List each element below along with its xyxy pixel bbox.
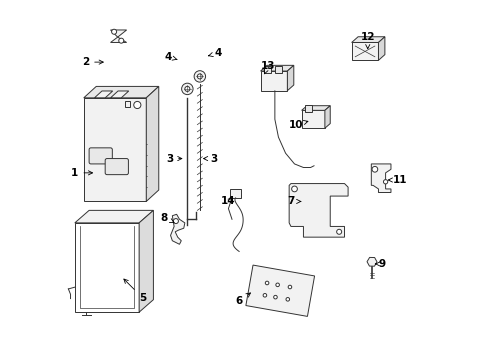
Circle shape <box>184 86 189 91</box>
Text: 8: 8 <box>160 212 174 222</box>
Polygon shape <box>324 106 329 128</box>
Circle shape <box>265 281 268 285</box>
Text: 4: 4 <box>208 48 221 58</box>
Bar <box>301 111 324 128</box>
Bar <box>274 66 282 73</box>
Circle shape <box>173 219 178 224</box>
Text: 5: 5 <box>123 279 146 303</box>
Bar <box>264 66 271 73</box>
Text: 10: 10 <box>288 120 307 130</box>
Polygon shape <box>378 37 384 60</box>
Bar <box>230 189 241 198</box>
Polygon shape <box>110 30 126 37</box>
Circle shape <box>291 186 297 192</box>
Polygon shape <box>83 86 159 98</box>
FancyBboxPatch shape <box>105 158 128 175</box>
Text: 7: 7 <box>286 197 300 206</box>
Polygon shape <box>146 86 159 202</box>
Bar <box>304 105 311 112</box>
Circle shape <box>275 283 279 287</box>
Circle shape <box>336 229 341 234</box>
Circle shape <box>134 102 141 109</box>
Polygon shape <box>260 65 293 71</box>
Bar <box>124 102 130 107</box>
Bar <box>351 42 378 60</box>
Circle shape <box>273 295 277 299</box>
Circle shape <box>287 285 291 289</box>
Text: 2: 2 <box>82 57 103 67</box>
Circle shape <box>383 180 387 184</box>
Circle shape <box>119 38 123 43</box>
Circle shape <box>181 83 193 95</box>
Text: 4: 4 <box>163 52 177 62</box>
Circle shape <box>371 166 377 172</box>
Circle shape <box>197 74 202 79</box>
Text: 11: 11 <box>387 175 407 185</box>
Text: 14: 14 <box>221 197 235 206</box>
Circle shape <box>285 297 289 301</box>
Polygon shape <box>94 91 112 98</box>
Circle shape <box>194 71 205 82</box>
Text: 6: 6 <box>235 293 250 306</box>
Polygon shape <box>139 210 153 312</box>
Polygon shape <box>288 184 347 237</box>
Polygon shape <box>301 106 329 111</box>
Text: 3: 3 <box>203 154 217 163</box>
Polygon shape <box>351 37 384 42</box>
Polygon shape <box>287 65 293 91</box>
Bar <box>260 71 287 91</box>
Polygon shape <box>75 210 153 223</box>
Bar <box>75 223 139 312</box>
Circle shape <box>263 293 266 297</box>
Circle shape <box>111 29 116 34</box>
FancyBboxPatch shape <box>89 148 112 164</box>
Polygon shape <box>170 214 184 244</box>
Text: 12: 12 <box>360 32 374 49</box>
Text: 1: 1 <box>71 168 92 178</box>
Polygon shape <box>110 91 128 98</box>
Bar <box>83 98 146 202</box>
Polygon shape <box>110 37 126 42</box>
Text: 13: 13 <box>260 61 274 74</box>
Polygon shape <box>245 265 314 316</box>
Polygon shape <box>370 164 390 193</box>
Text: 3: 3 <box>165 154 182 163</box>
Text: 9: 9 <box>375 259 385 269</box>
